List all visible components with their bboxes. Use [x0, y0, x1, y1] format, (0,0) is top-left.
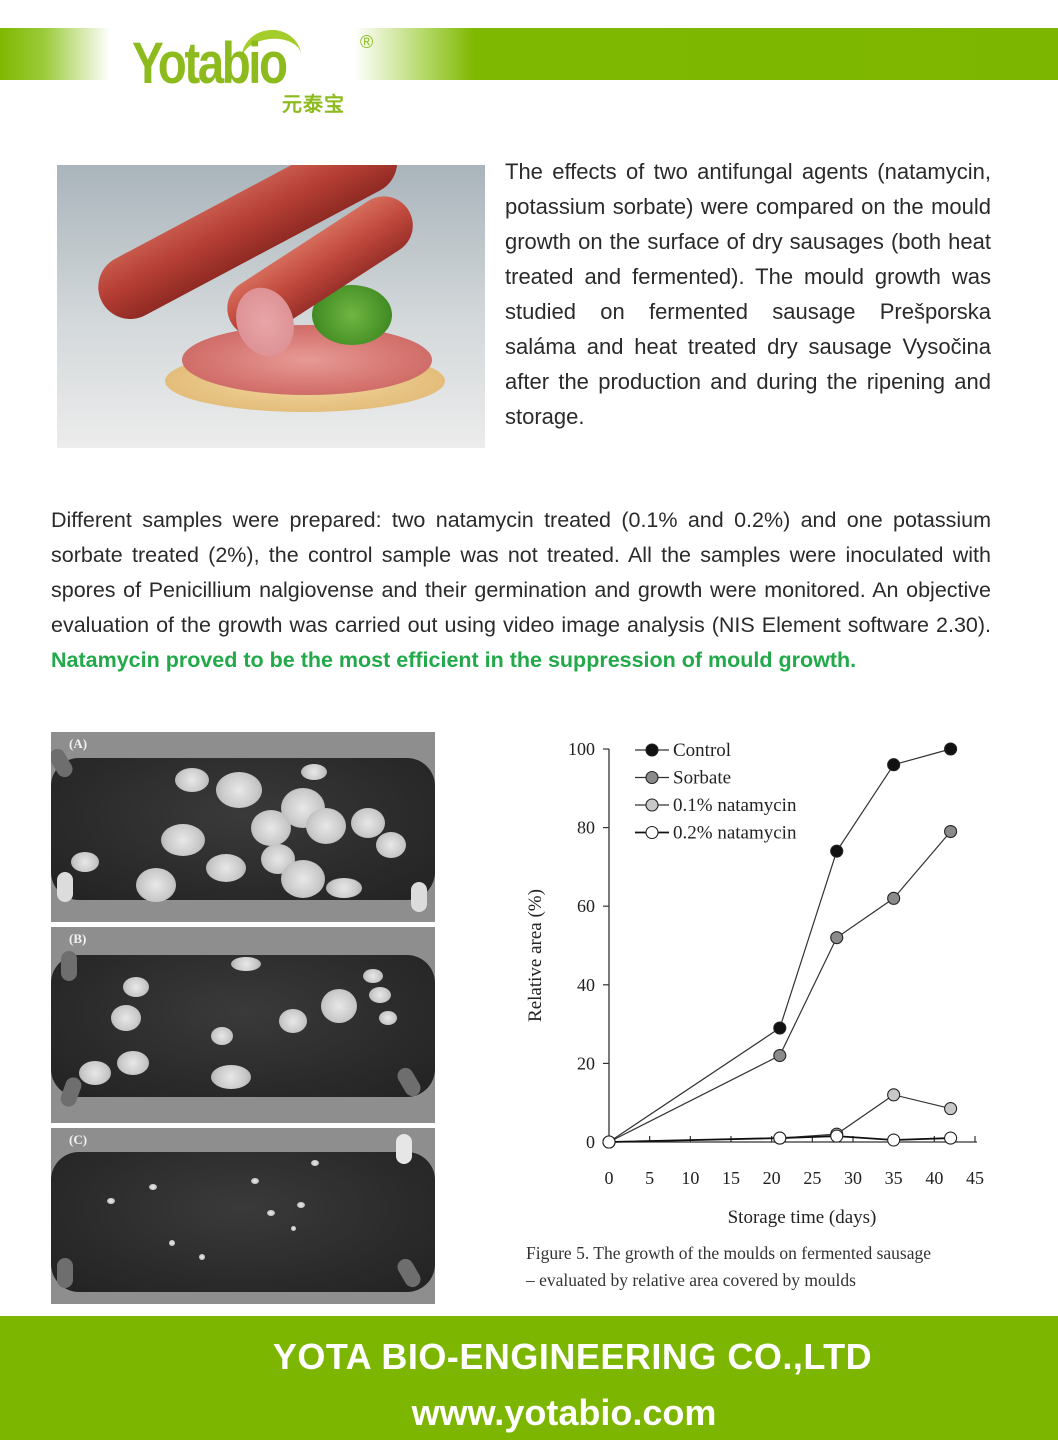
- body-text: Different samples were prepared: two nat…: [51, 508, 991, 637]
- intro-paragraph: The effects of two antifungal agents (na…: [505, 159, 991, 429]
- footer-website-link[interactable]: www.yotabio.com: [411, 1392, 717, 1433]
- legend-label: 0.1% natamycin: [673, 795, 797, 816]
- footer-company-name: YOTA BIO-ENGINEERING CO.,LTD: [272, 1336, 873, 1377]
- x-tick-label: 35: [885, 1168, 903, 1188]
- y-tick-label: 100: [568, 739, 595, 759]
- y-tick-label: 0: [586, 1132, 595, 1152]
- header-green-bar-left: [0, 28, 110, 80]
- photo-label-c: (C): [69, 1132, 88, 1147]
- data-point: [887, 891, 901, 905]
- pin-icon: [396, 1134, 412, 1164]
- legend-marker-icon: [645, 743, 659, 757]
- line-chart-svg: 0 20 40 60 80 100 0 5 10 15 20 25 30 35 40 45 Storage ti…: [525, 739, 984, 1228]
- data-point: [773, 1048, 787, 1063]
- mould-photo-a: (A): [51, 732, 435, 922]
- sausage-product-photo: [57, 165, 485, 448]
- header: Yotabio ® 元泰宝: [0, 0, 1058, 140]
- data-point: [830, 844, 844, 858]
- caption-line-1: Figure 5. The growth of the moulds on fe…: [526, 1243, 932, 1263]
- legend-marker-icon: [645, 798, 659, 812]
- x-tick-label: 10: [681, 1168, 699, 1188]
- logo-wordmark: Yotabio: [132, 31, 288, 96]
- mould-photo-b: (B): [51, 927, 435, 1123]
- footer-band: [0, 1316, 1058, 1440]
- mould-photo-c: (C): [51, 1128, 435, 1304]
- data-point: [887, 1133, 901, 1147]
- y-tick-label: 80: [577, 818, 595, 838]
- x-tick-label: 0: [605, 1168, 614, 1188]
- photo-label-b: (B): [69, 931, 87, 946]
- y-tick-label: 40: [577, 975, 595, 995]
- x-tick-label: 20: [763, 1168, 781, 1188]
- data-point: [944, 1131, 958, 1145]
- data-point: [602, 1135, 616, 1149]
- figure-caption: Figure 5. The growth of the moulds on fe…: [526, 1240, 1006, 1294]
- sausage-body: [51, 1152, 435, 1292]
- yotabio-logo: Yotabio ® 元泰宝: [132, 26, 392, 118]
- data-point: [887, 758, 901, 772]
- salami-slices: [182, 325, 432, 395]
- legend-label: Sorbate: [673, 768, 731, 789]
- x-tick-label: 5: [645, 1168, 654, 1188]
- pin-icon: [411, 882, 427, 912]
- data-point: [830, 931, 844, 945]
- legend-label: 0.2% natamycin: [673, 823, 797, 844]
- x-axis-label: Storage time (days): [728, 1207, 877, 1228]
- x-tick-label: 45: [966, 1168, 984, 1188]
- x-tick-label: 30: [844, 1168, 862, 1188]
- data-point: [887, 1088, 901, 1102]
- x-tick-label: 40: [925, 1168, 943, 1188]
- body-paragraph: Different samples were prepared: two nat…: [51, 503, 991, 678]
- logo-chinese-name: 元泰宝: [282, 94, 345, 116]
- data-point: [944, 742, 958, 756]
- x-tick-label: 15: [722, 1168, 740, 1188]
- registered-mark: ®: [360, 32, 374, 52]
- conclusion-highlight: Natamycin proved to be the most efficien…: [51, 648, 857, 672]
- data-point: [773, 1131, 787, 1145]
- pin-icon: [61, 951, 77, 981]
- photo-label-a: (A): [69, 736, 88, 751]
- legend-label: Control: [673, 740, 731, 761]
- data-point: [944, 824, 958, 839]
- x-tick-label: 25: [803, 1168, 821, 1188]
- data-point: [944, 1102, 958, 1116]
- caption-line-2: – evaluated by relative area covered by …: [526, 1270, 856, 1290]
- y-axis-label: Relative area (%): [525, 889, 546, 1022]
- y-tick-label: 20: [577, 1053, 595, 1073]
- y-tick-label: 60: [577, 896, 595, 916]
- header-green-bar-right: [200, 28, 1058, 80]
- data-point: [773, 1021, 787, 1035]
- pin-icon: [57, 1258, 73, 1288]
- pin-icon: [57, 872, 73, 902]
- mould-growth-chart: 0 20 40 60 80 100 0 5 10 15 20 25 30 35 40 45 Storage ti…: [505, 730, 1005, 1250]
- data-point: [830, 1129, 844, 1143]
- legend-marker-icon: [645, 770, 659, 785]
- legend-marker-icon: [645, 825, 659, 840]
